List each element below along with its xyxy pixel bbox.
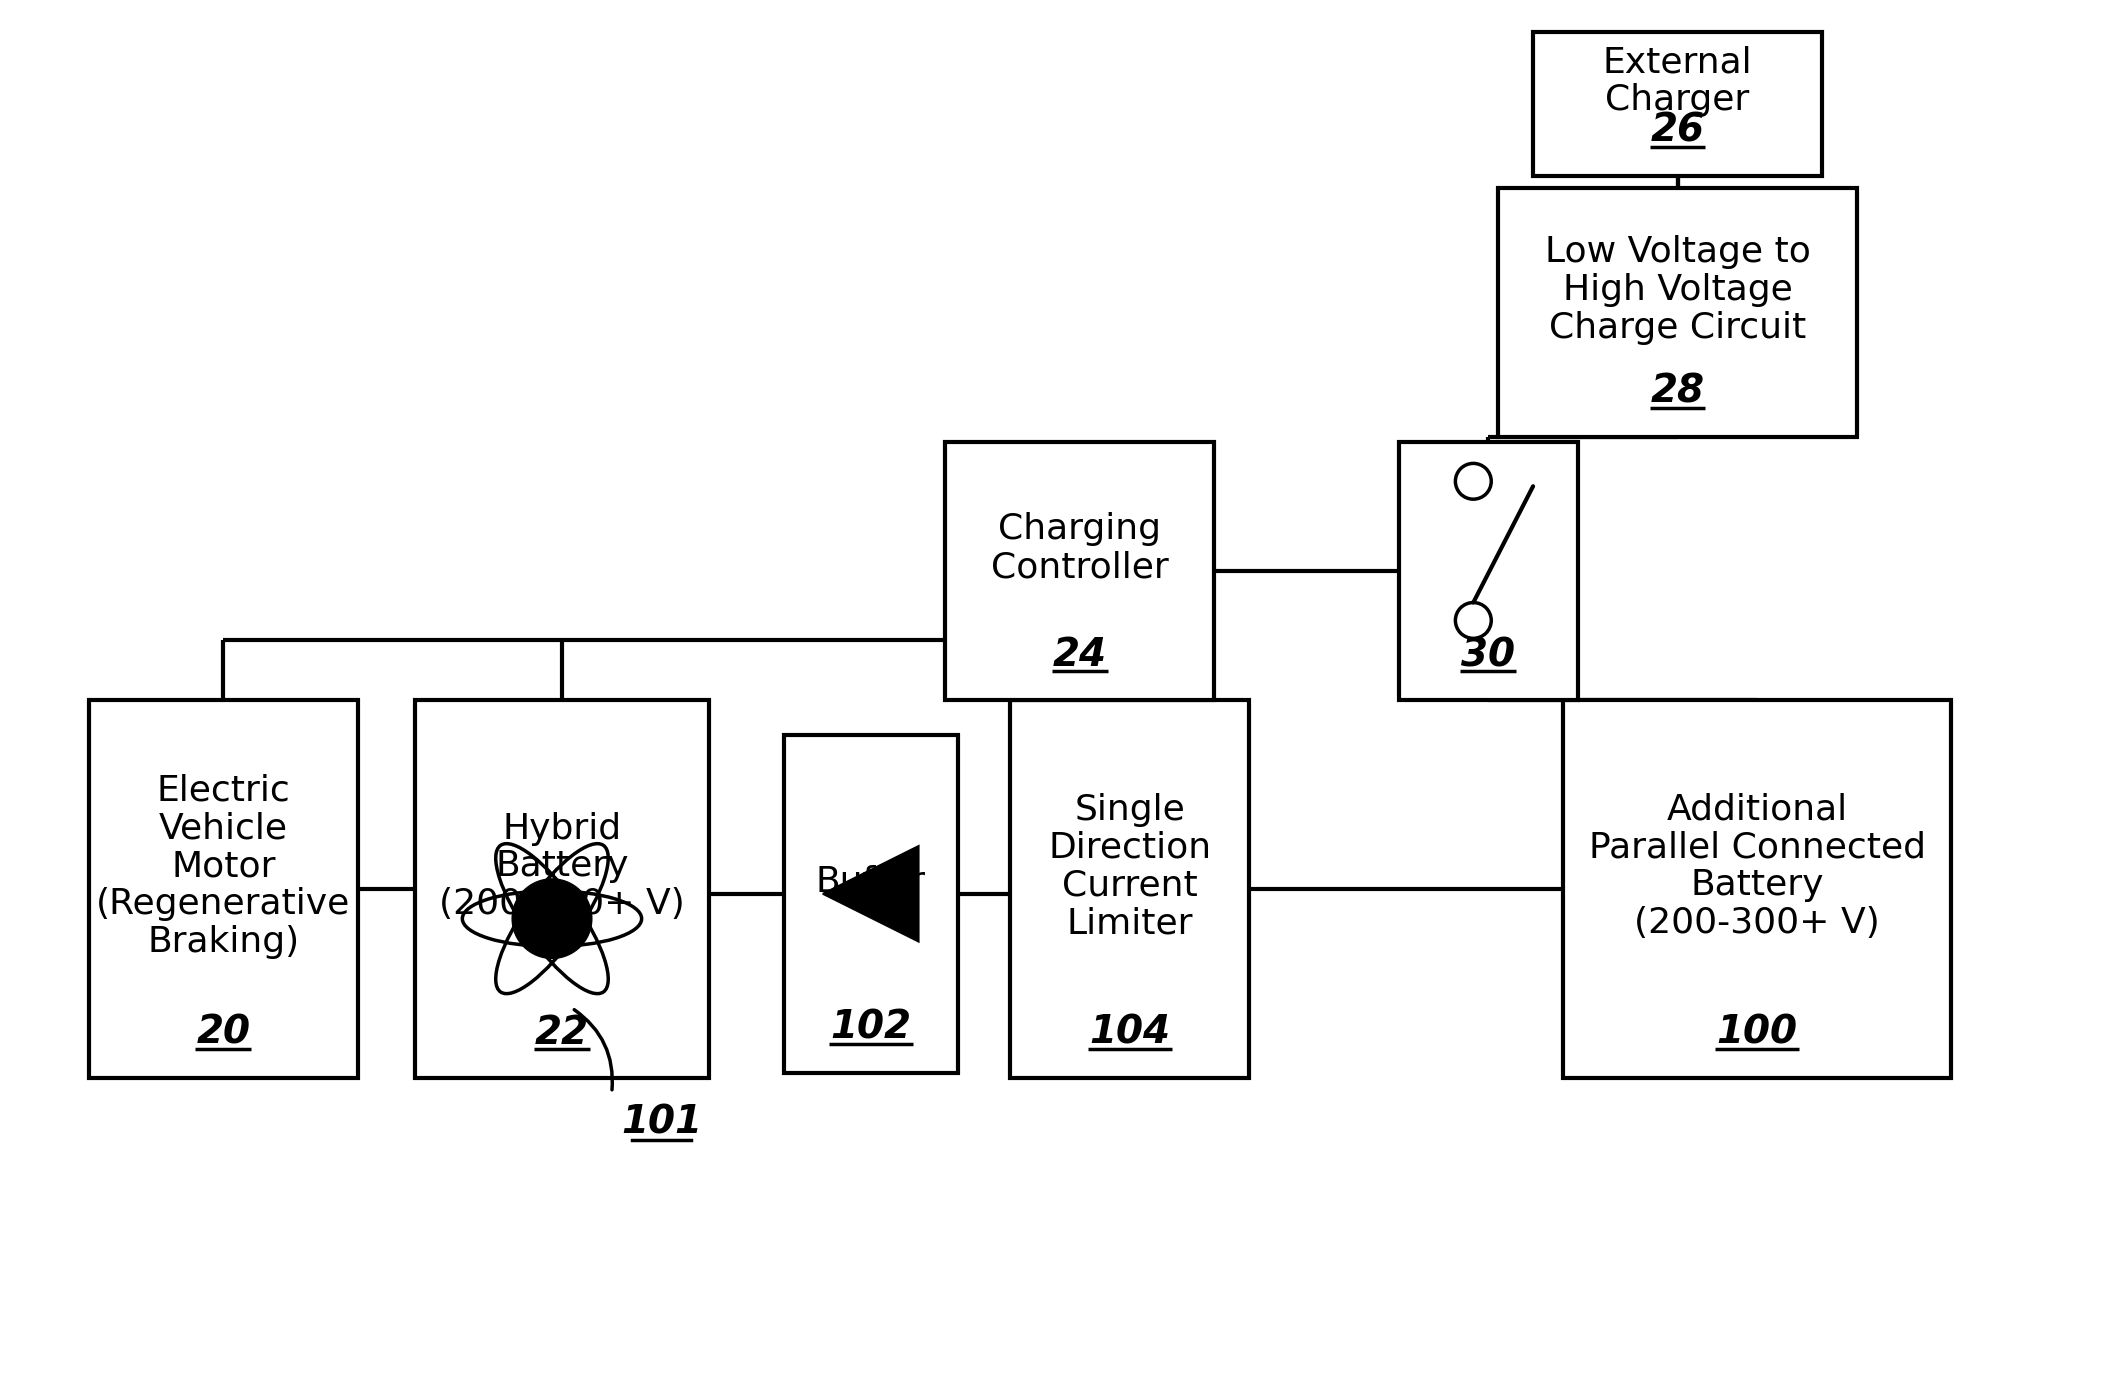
Text: 28: 28 — [1651, 372, 1704, 411]
Text: 30: 30 — [1462, 636, 1515, 674]
Bar — [88, 700, 357, 1078]
Text: Electric: Electric — [155, 774, 290, 808]
Text: 104: 104 — [1088, 1014, 1170, 1051]
Text: Hybrid: Hybrid — [502, 811, 622, 846]
Text: Motor: Motor — [170, 850, 275, 883]
Bar — [1534, 32, 1822, 175]
Text: Controller: Controller — [992, 550, 1168, 585]
Text: Charge Circuit: Charge Circuit — [1548, 311, 1807, 344]
Bar — [945, 442, 1214, 700]
Text: (Regenerative: (Regenerative — [97, 888, 351, 921]
Text: Charger: Charger — [1605, 83, 1750, 117]
Bar — [1399, 442, 1578, 700]
Text: Charging: Charging — [998, 513, 1162, 546]
Text: Battery: Battery — [1691, 868, 1824, 903]
Text: High Voltage: High Voltage — [1563, 274, 1792, 307]
Text: 24: 24 — [1053, 636, 1107, 674]
Text: Vehicle: Vehicle — [160, 811, 288, 846]
Text: 22: 22 — [536, 1014, 588, 1051]
Bar — [1563, 700, 1952, 1078]
Text: Direction: Direction — [1048, 831, 1212, 864]
Text: Buffer: Buffer — [815, 864, 927, 899]
Text: Additional: Additional — [1666, 793, 1847, 826]
Text: 20: 20 — [195, 1014, 250, 1051]
Circle shape — [1456, 464, 1492, 499]
Text: Single: Single — [1074, 793, 1185, 826]
Text: Battery: Battery — [496, 850, 628, 883]
Text: 102: 102 — [830, 1008, 912, 1047]
Circle shape — [513, 879, 592, 958]
Text: Parallel Connected: Parallel Connected — [1588, 831, 1927, 864]
Polygon shape — [824, 846, 918, 942]
Text: 100: 100 — [1717, 1014, 1798, 1051]
Bar — [416, 700, 708, 1078]
Text: 101: 101 — [622, 1103, 702, 1142]
Text: Limiter: Limiter — [1067, 906, 1193, 940]
Text: 26: 26 — [1651, 113, 1704, 150]
Text: External: External — [1603, 46, 1752, 79]
Text: Low Voltage to: Low Voltage to — [1544, 235, 1811, 269]
Text: Braking): Braking) — [147, 925, 298, 958]
Bar — [784, 735, 958, 1072]
Bar — [1498, 188, 1857, 436]
Text: (200-300+ V): (200-300+ V) — [1635, 906, 1880, 940]
Circle shape — [1456, 603, 1492, 639]
Bar — [1011, 700, 1250, 1078]
Text: (200-300+ V): (200-300+ V) — [439, 888, 685, 921]
Text: Current: Current — [1061, 868, 1198, 903]
